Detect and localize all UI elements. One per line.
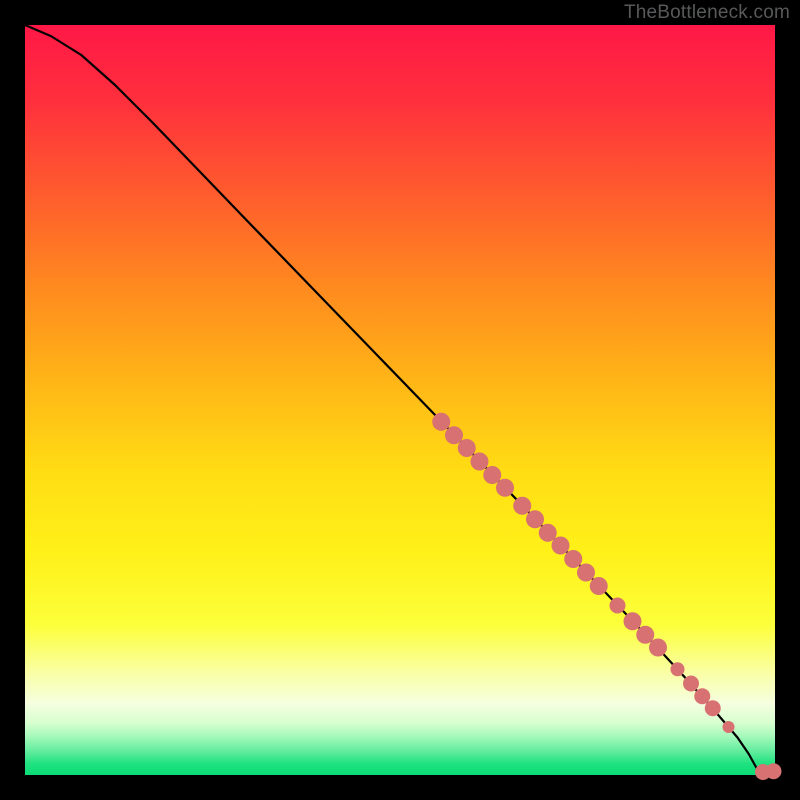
data-marker xyxy=(610,598,626,614)
data-marker xyxy=(649,639,667,657)
data-marker xyxy=(705,700,721,716)
data-marker xyxy=(513,497,531,515)
data-marker xyxy=(723,721,735,733)
data-marker xyxy=(766,763,782,779)
data-marker xyxy=(539,524,557,542)
data-marker xyxy=(483,466,501,484)
data-marker xyxy=(458,439,476,457)
chart-stage: TheBottleneck.com xyxy=(0,0,800,800)
data-marker xyxy=(671,662,685,676)
data-marker xyxy=(552,537,570,555)
data-marker xyxy=(636,626,654,644)
watermark-label: TheBottleneck.com xyxy=(624,2,790,24)
data-marker xyxy=(694,688,710,704)
chart-svg xyxy=(0,0,800,800)
data-marker xyxy=(590,577,608,595)
data-marker xyxy=(624,612,642,630)
data-marker xyxy=(564,550,582,568)
data-marker xyxy=(683,676,699,692)
heat-gradient-square xyxy=(25,25,775,775)
data-marker xyxy=(471,453,489,471)
data-marker xyxy=(577,564,595,582)
data-marker xyxy=(445,426,463,444)
data-marker xyxy=(526,510,544,528)
data-marker xyxy=(432,413,450,431)
data-marker xyxy=(496,479,514,497)
